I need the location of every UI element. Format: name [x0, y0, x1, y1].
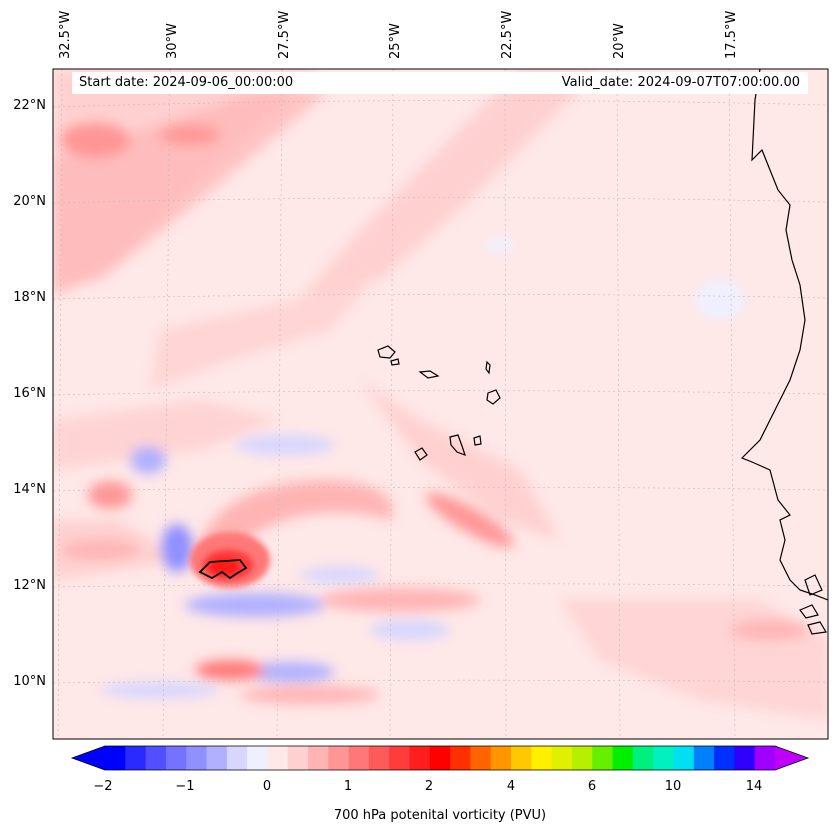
colorbar-outline — [70, 745, 810, 771]
colorbar-segment — [348, 746, 370, 770]
lat-label: 10°N — [13, 674, 46, 689]
colorbar-segment — [226, 746, 248, 770]
colorbar-segment — [328, 746, 350, 770]
valid-date: Valid_date: 2024-09-07T07:00:00.00 — [561, 75, 800, 90]
pv-max-s — [195, 660, 265, 680]
island-boa-vista — [486, 389, 501, 405]
colorbar-segment — [754, 746, 776, 770]
colorbar-tick: 1 — [343, 779, 353, 794]
colorbar-segment — [551, 746, 573, 770]
colorbar-tick: 14 — [745, 779, 763, 794]
coastline — [377, 69, 828, 635]
colorbar-segment — [571, 746, 593, 770]
lon-label: 30°W — [165, 23, 180, 59]
colorbar-segment — [287, 746, 309, 770]
colorbar-segment — [308, 746, 329, 770]
colorbar-segment — [409, 746, 431, 770]
colorbar — [70, 745, 810, 771]
lon-label: 25°W — [388, 23, 403, 59]
lon-label: 17.5°W — [724, 10, 739, 59]
start-date: Start date: 2024-09-06_00:00:00 — [79, 75, 294, 90]
pv-contour-2 — [198, 559, 248, 580]
colorbar-tick: −1 — [175, 779, 195, 794]
lon-label: 22.5°W — [500, 10, 515, 59]
map-frame — [52, 68, 829, 740]
colorbar-tick: 4 — [506, 779, 516, 794]
colorbar-tick: 0 — [262, 779, 272, 794]
date-header: Start date: 2024-09-06_00:00:00 Valid_da… — [72, 72, 808, 94]
lat-label: 22°N — [13, 98, 46, 113]
pv-band-central — [300, 69, 600, 300]
colorbar-segment — [612, 746, 634, 770]
colorbar-segment — [531, 746, 553, 770]
colorbar-segment — [653, 746, 674, 770]
colorbar-extend-low — [72, 746, 105, 770]
colorbar-segment — [247, 746, 268, 770]
pv-min-a — [130, 446, 166, 474]
colorbar-segment — [714, 746, 735, 770]
colorbar-segment — [592, 746, 614, 770]
colorbar-segment — [734, 746, 756, 770]
lat-label: 20°N — [13, 194, 46, 209]
colorbar-segment — [470, 746, 492, 770]
colorbar-extend-high — [775, 746, 808, 770]
island-santiago — [449, 434, 466, 457]
gridlines — [53, 69, 828, 739]
colorbar-label: 700 hPa potenital vorticity (PVU) — [333, 808, 547, 823]
island-santo-antao — [377, 345, 396, 359]
pv-min-c — [185, 593, 325, 617]
colorbar-tick: 6 — [587, 779, 597, 794]
colorbar-tick: 2 — [424, 779, 434, 794]
colorbar-segment — [673, 746, 695, 770]
lat-label: 14°N — [13, 482, 46, 497]
colorbar-tick: 10 — [664, 779, 682, 794]
colorbar-segment — [145, 746, 167, 770]
pv-min-b — [161, 524, 193, 572]
colorbar-segment — [267, 746, 289, 770]
pv-max-w — [88, 481, 132, 509]
colorbar-segment — [165, 746, 187, 770]
colorbar-segment — [105, 746, 126, 770]
lat-label: 18°N — [13, 290, 46, 305]
colorbar-segment — [693, 746, 715, 770]
lat-label: 12°N — [13, 578, 46, 593]
colorbar-segment — [206, 746, 228, 770]
lat-label: 16°N — [13, 386, 46, 401]
lon-label: 27.5°W — [277, 10, 292, 59]
colorbar-segment — [511, 746, 532, 770]
colorbar-segment — [125, 746, 147, 770]
lon-label: 32.5°W — [58, 10, 73, 59]
colorbar-segment — [186, 746, 208, 770]
colorbar-segment — [632, 746, 654, 770]
colorbar-segment — [368, 746, 390, 770]
pv-field — [53, 69, 828, 739]
colorbar-segment — [429, 746, 451, 770]
lon-label: 20°W — [612, 23, 627, 59]
colorbar-tick: −2 — [93, 779, 113, 794]
colorbar-segment — [389, 746, 411, 770]
colorbar-segment — [450, 746, 471, 770]
colorbar-segment — [490, 746, 512, 770]
